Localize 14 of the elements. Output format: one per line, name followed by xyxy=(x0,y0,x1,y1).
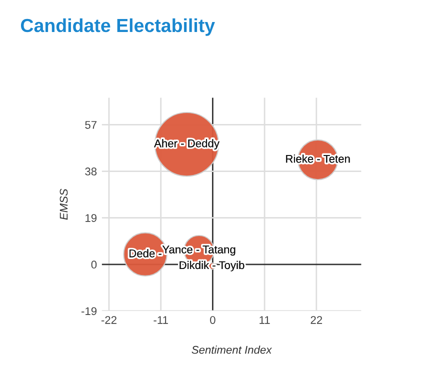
y-tick-label: -19 xyxy=(81,307,97,316)
x-tick-label: 22 xyxy=(310,316,322,324)
y-tick-label: 19 xyxy=(86,214,97,222)
x-tick-label: -22 xyxy=(101,316,116,324)
x-tick-label: -11 xyxy=(154,316,168,324)
chart-title: Candidate Electability xyxy=(20,18,215,36)
y-tick-label: 57 xyxy=(85,121,96,129)
x-axis-title: Sentiment Index xyxy=(192,346,272,354)
x-tick-label: 0 xyxy=(210,316,216,324)
y-tick-label: 38 xyxy=(85,168,97,176)
y-tick-label: 0 xyxy=(91,260,97,269)
y-axis-title: EMSS xyxy=(60,188,68,220)
annotation: Dede - xyxy=(130,249,162,258)
x-tick-label: 11 xyxy=(260,316,270,324)
